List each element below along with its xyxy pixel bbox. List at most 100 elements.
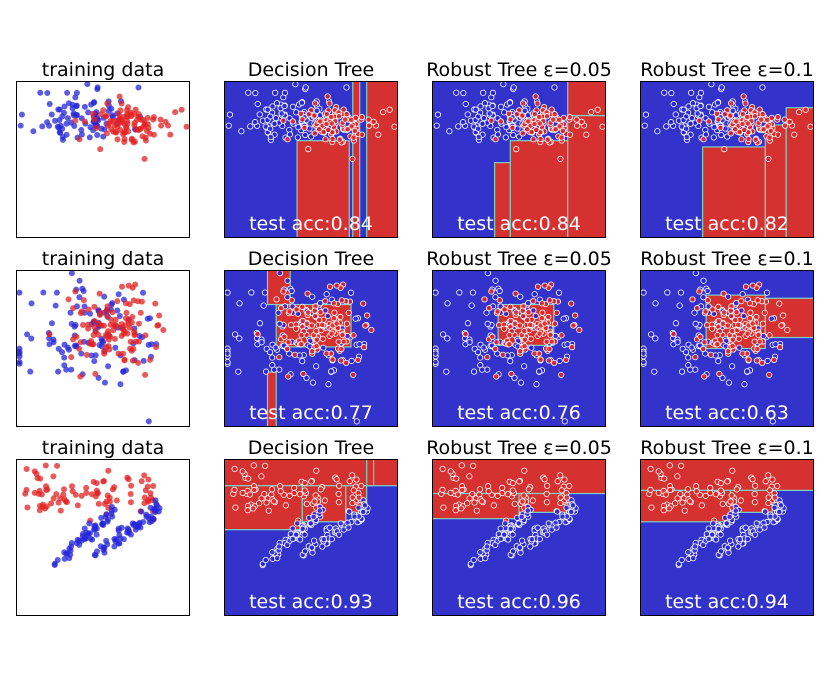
data-point xyxy=(741,381,748,388)
data-point xyxy=(76,294,83,301)
data-point xyxy=(103,130,110,137)
data-point xyxy=(489,89,497,96)
data-point xyxy=(80,287,87,294)
data-point xyxy=(17,122,24,129)
data-point xyxy=(303,320,311,327)
data-point xyxy=(64,344,71,351)
data-point xyxy=(276,483,284,490)
data-point xyxy=(719,500,726,507)
data-point xyxy=(271,366,278,373)
data-point xyxy=(484,543,491,550)
data-point xyxy=(91,116,98,123)
data-point xyxy=(454,491,461,498)
data-point xyxy=(268,486,276,493)
data-point xyxy=(52,302,59,309)
data-point xyxy=(64,115,71,122)
panel-title: Robust Tree ε=0.1 xyxy=(640,437,814,459)
data-point xyxy=(272,115,279,122)
data-point xyxy=(471,499,478,506)
data-point xyxy=(692,483,700,490)
data-point xyxy=(557,472,564,479)
data-point xyxy=(156,312,163,319)
panel-r2-c2: test acc:0.77 Decision Tree xyxy=(224,248,398,427)
data-point xyxy=(304,290,311,297)
data-point xyxy=(534,283,542,290)
data-point xyxy=(697,102,704,110)
data-point xyxy=(599,123,606,130)
data-point xyxy=(226,111,234,118)
data-point xyxy=(115,121,122,128)
data-point xyxy=(277,488,284,495)
data-point xyxy=(51,117,58,124)
accuracy-label: test acc:0.93 xyxy=(249,591,373,613)
data-point xyxy=(714,332,721,339)
data-point xyxy=(439,486,446,493)
data-point xyxy=(278,305,285,312)
data-point xyxy=(151,131,158,138)
data-point xyxy=(352,315,359,322)
data-point xyxy=(347,289,355,296)
data-point xyxy=(269,354,276,361)
data-point xyxy=(727,307,734,314)
data-point xyxy=(289,303,296,310)
data-point xyxy=(97,309,104,316)
data-point xyxy=(532,312,539,320)
data-point xyxy=(289,103,297,110)
test-points xyxy=(640,270,791,425)
data-point xyxy=(652,300,659,307)
data-point xyxy=(141,155,148,162)
data-point xyxy=(127,531,134,538)
data-point xyxy=(765,494,772,501)
data-point xyxy=(747,309,754,316)
data-point xyxy=(458,505,465,512)
data-point xyxy=(751,113,759,120)
data-point xyxy=(732,507,739,514)
data-point xyxy=(766,487,773,494)
data-point xyxy=(78,350,85,357)
data-point xyxy=(311,307,318,314)
data-point xyxy=(157,116,164,123)
data-point xyxy=(762,508,769,515)
data-point xyxy=(345,524,352,531)
data-point xyxy=(109,309,116,316)
data-point xyxy=(99,520,106,527)
data-point xyxy=(692,320,699,327)
data-point xyxy=(301,548,309,555)
data-point xyxy=(245,475,252,482)
data-point xyxy=(93,124,100,131)
data-point xyxy=(509,487,516,494)
data-point xyxy=(117,126,124,133)
data-point xyxy=(712,491,720,498)
data-point xyxy=(524,126,531,133)
test-points xyxy=(432,270,583,425)
data-point xyxy=(147,494,154,501)
data-point xyxy=(506,341,513,348)
data-point xyxy=(548,338,555,345)
panel-frame xyxy=(432,459,606,616)
data-point xyxy=(519,537,526,544)
data-point xyxy=(127,499,134,506)
data-point xyxy=(510,131,517,139)
data-point xyxy=(132,106,139,113)
data-point xyxy=(525,118,532,125)
data-point xyxy=(98,343,105,350)
data-point xyxy=(689,296,696,303)
data-point xyxy=(507,116,514,123)
data-point xyxy=(59,349,66,356)
data-point xyxy=(303,500,310,507)
data-point xyxy=(254,100,261,108)
data-point xyxy=(250,462,257,469)
data-point xyxy=(553,309,560,316)
data-point xyxy=(42,462,49,469)
data-point xyxy=(576,326,583,334)
data-point xyxy=(266,349,274,356)
data-point xyxy=(297,110,305,117)
region-class-1 xyxy=(366,81,398,238)
data-point xyxy=(466,339,473,346)
data-point xyxy=(749,476,756,483)
data-point xyxy=(685,549,692,556)
data-point xyxy=(68,354,75,361)
data-point xyxy=(462,330,469,338)
data-point xyxy=(349,499,356,507)
data-point xyxy=(689,100,697,107)
